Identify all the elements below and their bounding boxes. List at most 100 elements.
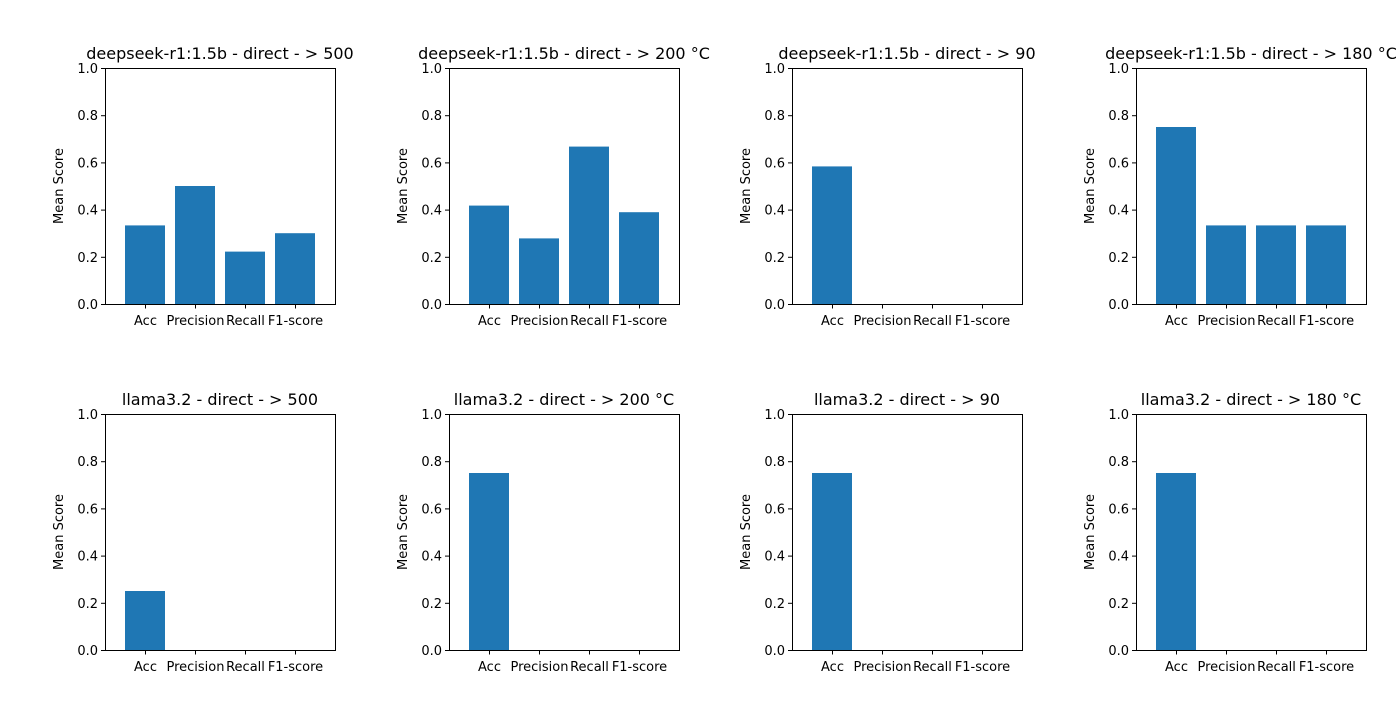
- x-tick-label: Acc: [821, 660, 844, 675]
- y-tick-label: 0.8: [1108, 455, 1129, 470]
- x-tick-label: Precision: [1197, 660, 1255, 675]
- y-tick-label: 1.0: [1108, 408, 1129, 423]
- y-tick-label: 0.6: [77, 502, 98, 517]
- bar-precision: [175, 186, 215, 304]
- x-tick-label: Acc: [478, 660, 501, 675]
- y-tick-label: 1.0: [764, 62, 785, 77]
- x-tick-label: Precision: [510, 314, 568, 329]
- x-tick-label: Precision: [853, 660, 911, 675]
- y-tick-label: 1.0: [77, 408, 98, 423]
- y-tick-label: 0.4: [764, 204, 785, 219]
- y-tick-label: 0.0: [764, 644, 785, 659]
- chart-title: deepseek-r1:1.5b - direct - > 500: [86, 44, 353, 63]
- y-tick-label: 0.0: [764, 298, 785, 313]
- subplot-4: 0.0 0.2 0.4 0.6 0.8 1.0 Acc Precision Recall F1-s…: [1083, 44, 1396, 329]
- x-tick-label: Recall: [570, 314, 609, 329]
- y-tick-label: 0.6: [764, 502, 785, 517]
- y-axis-label: Mean Score: [396, 148, 411, 224]
- x-tick-label: Precision: [510, 660, 568, 675]
- y-axis-label: Mean Score: [1083, 494, 1098, 570]
- bar-recall: [225, 251, 265, 304]
- y-tick-label: 0.8: [764, 455, 785, 470]
- x-tick-label: Precision: [853, 314, 911, 329]
- subplot-7: 0.0 0.2 0.4 0.6 0.8 1.0 Acc Precision Recall F1-s…: [739, 390, 1023, 675]
- bar-acc: [1156, 473, 1196, 650]
- x-tick-label: Acc: [134, 660, 157, 675]
- axes-frame: [105, 414, 336, 651]
- y-axis-label: Mean Score: [1083, 148, 1098, 224]
- y-tick-label: 0.2: [77, 597, 98, 612]
- x-tick-label: Acc: [134, 314, 157, 329]
- y-tick-label: 1.0: [77, 62, 98, 77]
- x-tick-label: F1-score: [955, 660, 1010, 675]
- y-tick-label: 0.0: [77, 298, 98, 313]
- bar-acc: [469, 205, 509, 304]
- y-tick-label: 1.0: [421, 408, 442, 423]
- bar-acc: [469, 473, 509, 650]
- y-tick-label: 1.0: [1108, 62, 1129, 77]
- y-tick-label: 0.6: [421, 502, 442, 517]
- y-tick-label: 0.6: [421, 156, 442, 171]
- y-axis-label: Mean Score: [396, 494, 411, 570]
- x-tick-label: Recall: [1257, 314, 1296, 329]
- chart-title: llama3.2 - direct - > 90: [814, 390, 1000, 409]
- x-tick-label: Precision: [1197, 314, 1255, 329]
- y-tick-label: 0.8: [421, 455, 442, 470]
- bar-f1-score: [619, 212, 659, 304]
- y-axis-label: Mean Score: [52, 494, 67, 570]
- y-tick-label: 0.2: [421, 251, 442, 266]
- y-tick-label: 0.2: [764, 597, 785, 612]
- subplot-5: 0.0 0.2 0.4 0.6 0.8 1.0 Acc Precision Recall F1-s…: [52, 390, 336, 675]
- y-tick-label: 0.8: [77, 455, 98, 470]
- y-tick-label: 0.6: [1108, 156, 1129, 171]
- subplot-6: 0.0 0.2 0.4 0.6 0.8 1.0 Acc Precision Recall F1-s…: [396, 390, 680, 675]
- y-tick-label: 0.4: [1108, 204, 1129, 219]
- x-tick-label: F1-score: [268, 660, 323, 675]
- bar-precision: [1206, 225, 1246, 304]
- axes-frame: [105, 68, 336, 305]
- x-tick-label: Acc: [478, 314, 501, 329]
- x-tick-label: Precision: [166, 314, 224, 329]
- axes-frame: [1136, 68, 1367, 305]
- subplot-3: 0.0 0.2 0.4 0.6 0.8 1.0 Acc Precision Recall F1-s…: [739, 44, 1036, 329]
- y-tick-label: 0.4: [421, 550, 442, 565]
- y-tick-label: 0.0: [1108, 298, 1129, 313]
- x-tick-label: Recall: [913, 314, 952, 329]
- subplot-1: 0.0 0.2 0.4 0.6 0.8 1.0 Acc Precision Recall F1-s…: [52, 44, 354, 329]
- y-tick-label: 0.8: [764, 109, 785, 124]
- x-tick-label: Acc: [821, 314, 844, 329]
- bar-precision: [519, 238, 559, 304]
- bar-f1-score: [1306, 225, 1346, 304]
- subplot-8: 0.0 0.2 0.4 0.6 0.8 1.0 Acc Precision Recall F1-s…: [1083, 390, 1367, 675]
- y-tick-label: 0.2: [1108, 597, 1129, 612]
- y-tick-label: 0.8: [77, 109, 98, 124]
- x-tick-label: Recall: [1257, 660, 1296, 675]
- x-tick-label: Recall: [226, 314, 265, 329]
- x-tick-label: F1-score: [1299, 660, 1354, 675]
- y-tick-label: 0.0: [77, 644, 98, 659]
- chart-title: llama3.2 - direct - > 200 °C: [454, 390, 674, 409]
- x-tick-label: Precision: [166, 660, 224, 675]
- y-tick-label: 0.0: [421, 298, 442, 313]
- subplot-2: 0.0 0.2 0.4 0.6 0.8 1.0 Acc Precision Recall F1-s…: [396, 44, 710, 329]
- bar-acc: [1156, 127, 1196, 304]
- x-tick-label: F1-score: [1299, 314, 1354, 329]
- y-axis-label: Mean Score: [52, 148, 67, 224]
- bar-acc: [125, 225, 165, 304]
- y-tick-label: 1.0: [764, 408, 785, 423]
- y-tick-label: 0.6: [77, 156, 98, 171]
- axes-frame: [449, 414, 680, 651]
- axes-frame: [792, 414, 1023, 651]
- bar-recall: [569, 146, 609, 304]
- y-tick-label: 0.8: [421, 109, 442, 124]
- y-tick-label: 0.4: [77, 204, 98, 219]
- axes-frame: [449, 68, 680, 305]
- x-tick-label: Recall: [913, 660, 952, 675]
- y-tick-label: 0.2: [764, 251, 785, 266]
- x-tick-label: Recall: [570, 660, 609, 675]
- x-tick-label: Acc: [1165, 314, 1188, 329]
- y-tick-label: 0.2: [421, 597, 442, 612]
- x-tick-label: Recall: [226, 660, 265, 675]
- y-tick-label: 0.6: [764, 156, 785, 171]
